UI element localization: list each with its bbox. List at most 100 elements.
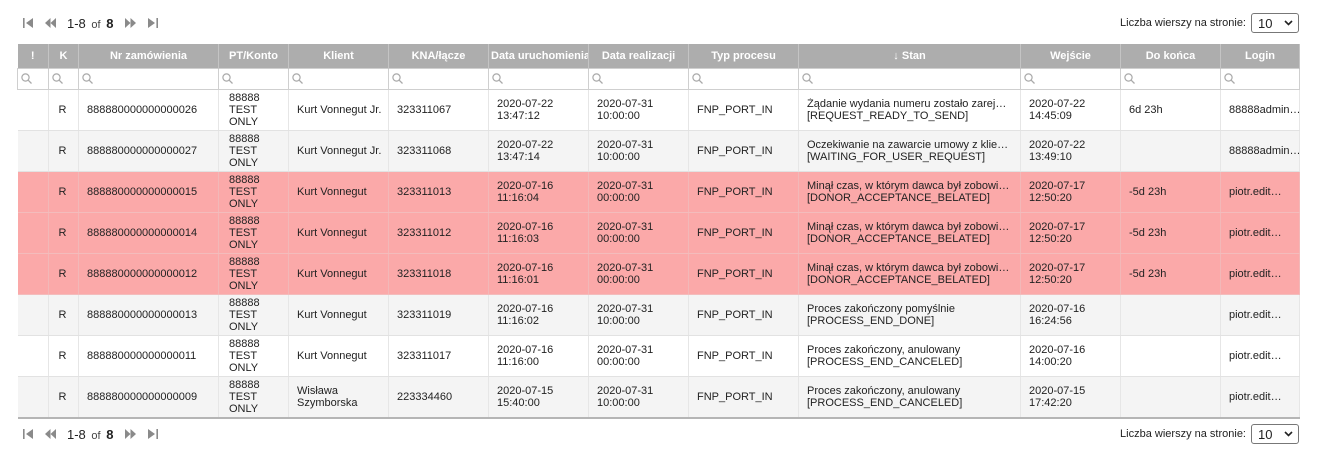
- column-header-client[interactable]: Klient: [288, 44, 389, 69]
- column-filter-input[interactable]: [78, 68, 219, 90]
- chevron-down-icon: [1284, 20, 1293, 26]
- cell-start-date: 2020-07-22 13:47:12: [488, 89, 589, 131]
- column-header-process-type[interactable]: Typ procesu: [688, 44, 799, 69]
- entry-date: 2020-07-17: [1029, 180, 1086, 192]
- rows-per-page: Liczba wierszy na stronie: 10: [1120, 424, 1299, 444]
- last-page-icon[interactable]: [141, 424, 163, 444]
- column-header-kna[interactable]: KNA/łącze: [388, 44, 489, 69]
- table-row[interactable]: R 888880000000000012 88888 TEST ONLY Kurt V…: [17, 253, 1300, 295]
- start-date: 2020-07-16: [497, 303, 554, 315]
- realization-date: 2020-07-31: [597, 344, 654, 356]
- cell-order-number: 888880000000000026: [78, 89, 219, 131]
- column-filter-input[interactable]: [17, 68, 49, 90]
- cell-remaining: [1120, 335, 1221, 377]
- pagination-controls: 1-8 of 8: [17, 13, 163, 33]
- column-header-remaining[interactable]: Do końca: [1120, 44, 1221, 69]
- column-header-entry[interactable]: Wejście: [1020, 44, 1121, 69]
- column-header-flag[interactable]: !: [17, 44, 49, 69]
- cell-login: piotr.edit…: [1220, 212, 1300, 254]
- cell-client: Kurt Vonnegut Jr.: [288, 130, 389, 172]
- rows-per-page: Liczba wierszy na stronie: 10: [1120, 13, 1299, 33]
- cell-k: R: [48, 89, 79, 131]
- state-code: [WAITING_FOR_USER_REQUEST]: [807, 151, 986, 163]
- next-page-icon[interactable]: [119, 13, 141, 33]
- cell-remaining: -5d 23h: [1120, 253, 1221, 295]
- cell-start-date: 2020-07-15 15:40:00: [488, 376, 589, 419]
- column-header-login[interactable]: Login: [1220, 44, 1300, 69]
- cell-k: R: [48, 171, 79, 213]
- cell-login: piotr.edit…: [1220, 171, 1300, 213]
- column-header-state[interactable]: ↓ Stan: [798, 44, 1021, 69]
- state-code: [DONOR_ACCEPTANCE_BELATED]: [807, 192, 990, 204]
- column-filter-input[interactable]: [588, 68, 689, 90]
- column-filter-input[interactable]: [388, 68, 489, 90]
- realization-time: 10:00:00: [597, 315, 640, 327]
- cell-process-type: FNP_PORT_IN: [688, 294, 799, 336]
- cell-kna: 323311068: [388, 130, 489, 172]
- state-description: Proces zakończony pomyślnie: [807, 303, 955, 315]
- table-row[interactable]: R 888880000000000015 88888 TEST ONLY Kurt V…: [17, 171, 1300, 213]
- column-filter-input[interactable]: [688, 68, 799, 90]
- cell-k: R: [48, 335, 79, 377]
- previous-page-icon[interactable]: [39, 13, 61, 33]
- column-header-k[interactable]: K: [48, 44, 79, 69]
- cell-client: Kurt Vonnegut: [288, 171, 389, 213]
- cell-entry: 2020-07-16 16:24:56: [1020, 294, 1121, 336]
- column-filter-input[interactable]: [1220, 68, 1300, 90]
- column-header-order-number[interactable]: Nr zamówienia: [78, 44, 219, 69]
- column-filter-input[interactable]: [48, 68, 79, 90]
- cell-start-date: 2020-07-16 11:16:01: [488, 253, 589, 295]
- realization-time: 00:00:00: [597, 233, 640, 245]
- last-page-icon[interactable]: [141, 13, 163, 33]
- cell-kna: 223334460: [388, 376, 489, 419]
- cell-state: Minął czas, w którym dawca był zobowi… [D…: [798, 212, 1021, 254]
- first-page-icon[interactable]: [17, 13, 39, 33]
- realization-time: 10:00:00: [597, 151, 640, 163]
- column-filter-input[interactable]: [798, 68, 1021, 90]
- state-code: [DONOR_ACCEPTANCE_BELATED]: [807, 274, 990, 286]
- entry-date: 2020-07-16: [1029, 303, 1086, 315]
- cell-entry: 2020-07-17 12:50:20: [1020, 212, 1121, 254]
- first-page-icon[interactable]: [17, 424, 39, 444]
- column-filter-input[interactable]: [1020, 68, 1121, 90]
- cell-flag: [17, 89, 49, 131]
- page-range: 1-8: [67, 426, 86, 442]
- cell-kna: 323311012: [388, 212, 489, 254]
- previous-page-icon[interactable]: [39, 424, 61, 444]
- column-header-pt-account[interactable]: PT/Konto: [218, 44, 289, 69]
- cell-state: Minął czas, w którym dawca był zobowi… [D…: [798, 253, 1021, 295]
- search-icon: [592, 73, 603, 84]
- cell-pt-account: 88888 TEST ONLY: [218, 171, 289, 213]
- table-row[interactable]: R 888880000000000027 88888 TEST ONLY Kurt V…: [17, 130, 1300, 172]
- search-icon: [802, 73, 813, 84]
- cell-entry: 2020-07-15 17:42:20: [1020, 376, 1121, 419]
- entry-date: 2020-07-22: [1029, 98, 1086, 110]
- cell-pt-account: 88888 TEST ONLY: [218, 335, 289, 377]
- column-header-realization-date[interactable]: Data realizacji: [588, 44, 689, 69]
- cell-process-type: FNP_PORT_IN: [688, 130, 799, 172]
- next-page-icon[interactable]: [119, 424, 141, 444]
- table-row[interactable]: R 888880000000000009 88888 TEST ONLY Wisław…: [17, 376, 1300, 419]
- column-filter-input[interactable]: [218, 68, 289, 90]
- column-filter-input[interactable]: [288, 68, 389, 90]
- cell-entry: 2020-07-22 14:45:09: [1020, 89, 1121, 131]
- cell-client: Kurt Vonnegut: [288, 212, 389, 254]
- cell-realization-date: 2020-07-31 00:00:00: [588, 171, 689, 213]
- column-header-start-date[interactable]: Data uruchomienia: [488, 44, 589, 69]
- cell-kna: 323311018: [388, 253, 489, 295]
- rows-per-page-select[interactable]: 10: [1251, 13, 1299, 33]
- table-row[interactable]: R 888880000000000011 88888 TEST ONLY Kurt V…: [17, 335, 1300, 377]
- cell-login: piotr.edit…: [1220, 253, 1300, 295]
- column-filter-input[interactable]: [1120, 68, 1221, 90]
- rows-per-page-select[interactable]: 10: [1251, 424, 1299, 444]
- table-row[interactable]: R 888880000000000026 88888 TEST ONLY Kurt V…: [17, 89, 1300, 131]
- cell-kna: 323311019: [388, 294, 489, 336]
- cell-order-number: 888880000000000009: [78, 376, 219, 419]
- cell-client: Kurt Vonnegut: [288, 294, 389, 336]
- realization-time: 10:00:00: [597, 110, 640, 122]
- table-row[interactable]: R 888880000000000013 88888 TEST ONLY Kurt V…: [17, 294, 1300, 336]
- table-row[interactable]: R 888880000000000014 88888 TEST ONLY Kurt V…: [17, 212, 1300, 254]
- cell-start-date: 2020-07-16 11:16:00: [488, 335, 589, 377]
- column-filter-input[interactable]: [488, 68, 589, 90]
- chevron-down-icon: [1284, 431, 1293, 437]
